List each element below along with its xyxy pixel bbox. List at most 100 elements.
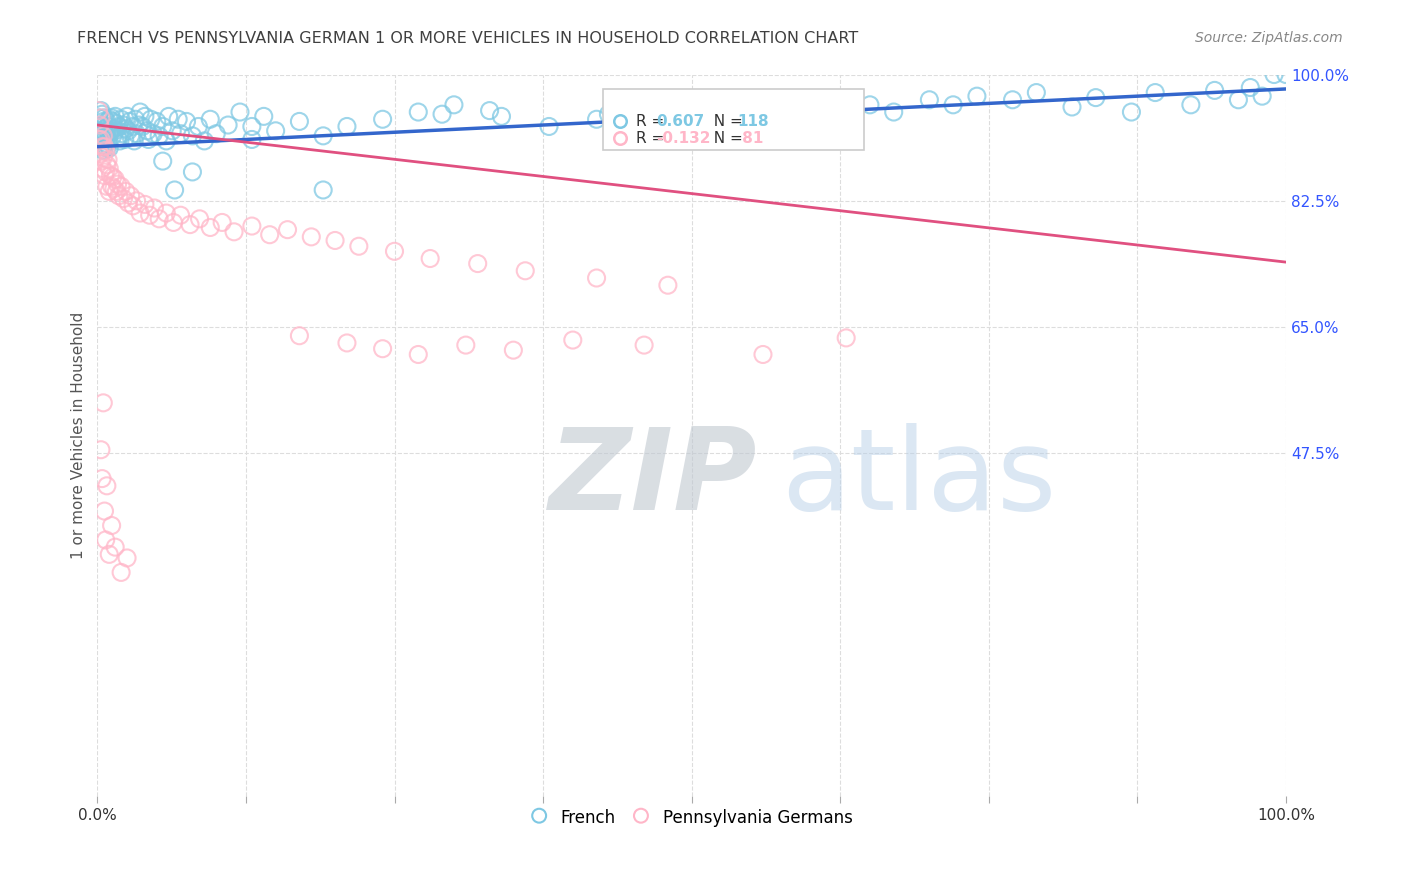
Point bbox=[1084, 90, 1107, 104]
Point bbox=[799, 96, 821, 111]
Point bbox=[111, 127, 134, 141]
Point bbox=[94, 136, 117, 150]
Point bbox=[118, 114, 141, 128]
Point bbox=[93, 139, 115, 153]
Point bbox=[91, 151, 114, 165]
Point bbox=[146, 114, 169, 128]
Point bbox=[1275, 68, 1298, 82]
Point bbox=[90, 118, 112, 132]
Point bbox=[211, 215, 233, 229]
Point bbox=[142, 127, 165, 141]
Point bbox=[96, 128, 118, 143]
Point bbox=[91, 128, 114, 143]
Point bbox=[312, 183, 335, 197]
Point bbox=[336, 120, 359, 134]
Point bbox=[120, 188, 142, 202]
Point bbox=[138, 132, 160, 146]
Point bbox=[91, 128, 114, 143]
Point bbox=[419, 252, 441, 266]
Point bbox=[537, 120, 560, 134]
Point bbox=[98, 161, 121, 176]
Point bbox=[193, 134, 215, 148]
Point bbox=[253, 109, 276, 123]
Point bbox=[222, 225, 245, 239]
Point bbox=[406, 347, 429, 361]
Point bbox=[94, 143, 117, 157]
Point bbox=[90, 442, 112, 457]
Text: N =: N = bbox=[703, 114, 747, 129]
Point bbox=[139, 112, 162, 127]
FancyBboxPatch shape bbox=[603, 89, 865, 150]
Point bbox=[1239, 80, 1261, 95]
Point bbox=[97, 120, 120, 134]
Point bbox=[104, 540, 127, 554]
Point bbox=[89, 118, 111, 132]
Point bbox=[91, 125, 114, 139]
Legend: French, Pennsylvania Germans: French, Pennsylvania Germans bbox=[524, 801, 859, 835]
Point bbox=[90, 111, 112, 125]
Point bbox=[122, 199, 145, 213]
Point bbox=[94, 121, 117, 136]
Point bbox=[406, 105, 429, 120]
Point bbox=[1180, 98, 1202, 112]
Point bbox=[115, 109, 138, 123]
Point bbox=[87, 132, 110, 146]
Point bbox=[110, 179, 132, 194]
Point bbox=[163, 183, 186, 197]
Point bbox=[229, 105, 252, 120]
Point bbox=[91, 472, 114, 486]
Y-axis label: 1 or more Vehicles in Household: 1 or more Vehicles in Household bbox=[72, 311, 86, 559]
Point bbox=[107, 188, 129, 202]
Point bbox=[491, 109, 513, 123]
Point bbox=[169, 127, 191, 141]
Point bbox=[347, 239, 370, 253]
Point bbox=[110, 566, 132, 580]
Point bbox=[96, 114, 118, 128]
Point bbox=[188, 211, 211, 226]
Point bbox=[148, 128, 170, 143]
Point bbox=[97, 153, 120, 167]
Point bbox=[467, 256, 489, 270]
Point bbox=[93, 504, 115, 518]
Point bbox=[181, 128, 204, 143]
Point bbox=[169, 208, 191, 222]
Point bbox=[128, 118, 150, 132]
Point bbox=[100, 111, 122, 125]
Point bbox=[89, 125, 111, 139]
Point bbox=[259, 227, 281, 242]
Point bbox=[91, 139, 114, 153]
Point bbox=[176, 114, 198, 128]
Point bbox=[103, 181, 125, 195]
Point bbox=[91, 396, 114, 410]
Point bbox=[105, 185, 128, 199]
Point bbox=[181, 165, 204, 179]
Point bbox=[100, 179, 122, 194]
Point bbox=[598, 107, 620, 121]
Point bbox=[478, 103, 501, 118]
Point bbox=[96, 141, 118, 155]
Point bbox=[1060, 100, 1083, 114]
Point bbox=[90, 132, 112, 146]
Point bbox=[155, 206, 177, 220]
Point bbox=[187, 120, 209, 134]
Point bbox=[561, 333, 583, 347]
Point bbox=[155, 134, 177, 148]
Text: atlas: atlas bbox=[780, 423, 1056, 534]
Text: ZIP: ZIP bbox=[548, 423, 758, 534]
Point bbox=[371, 342, 394, 356]
Point bbox=[752, 347, 775, 361]
Point bbox=[1263, 68, 1285, 82]
Point bbox=[93, 139, 115, 153]
Point bbox=[90, 103, 112, 118]
Point bbox=[117, 124, 139, 138]
Point bbox=[112, 192, 135, 206]
Point bbox=[430, 107, 453, 121]
Point bbox=[110, 112, 132, 127]
Point bbox=[89, 147, 111, 161]
Point bbox=[704, 98, 727, 112]
Point bbox=[129, 206, 152, 220]
Point bbox=[104, 124, 127, 138]
Point bbox=[217, 118, 239, 132]
Point bbox=[96, 479, 118, 493]
Text: 118: 118 bbox=[737, 114, 769, 129]
